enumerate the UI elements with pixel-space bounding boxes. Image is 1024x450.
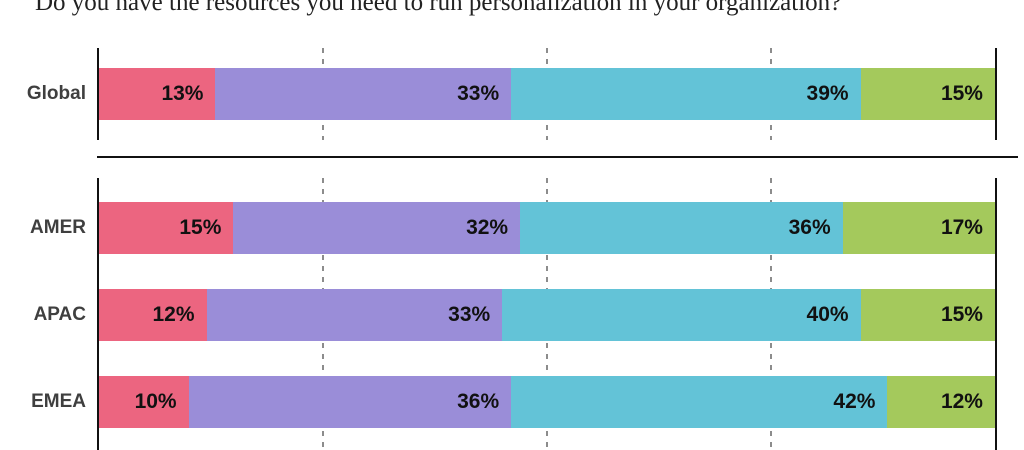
row-label-emea: EMEA xyxy=(31,391,86,412)
segment-value-label: 15% xyxy=(940,82,983,105)
segment-value-label: 12% xyxy=(940,390,983,413)
bar-emea-segment-1-pink: 10% xyxy=(99,376,189,428)
bar-global-segment-2-purple: 33% xyxy=(215,68,512,120)
bar-amer-segment-2-purple: 32% xyxy=(233,202,521,254)
row-label-amer: AMER xyxy=(30,217,86,238)
segment-value-label: 13% xyxy=(161,82,204,105)
chart-title: Do you have the resources you need to ru… xyxy=(35,0,842,16)
row-label-global: Global xyxy=(26,83,86,104)
bar-apac-segment-3-teal: 40% xyxy=(502,289,861,341)
bar-apac-segment-1-pink: 12% xyxy=(99,289,207,341)
segment-value-label: 10% xyxy=(134,390,177,413)
segment-value-label: 15% xyxy=(179,216,222,239)
segment-value-label: 36% xyxy=(788,216,831,239)
segment-value-label: 32% xyxy=(466,216,509,239)
bar-apac: 12% 33% 40% 15% xyxy=(99,289,995,341)
bar-emea-segment-3-teal: 42% xyxy=(511,376,888,428)
bar-emea-segment-2-purple: 36% xyxy=(188,376,512,428)
segment-value-label: 12% xyxy=(152,303,195,326)
bar-global: 13% 33% 39% 15% xyxy=(99,68,995,120)
segment-value-label: 40% xyxy=(806,303,849,326)
regions-plot-area: 15% 32% 36% 17% 12% 33% 40% 15% 10% 36% 42% 12% xyxy=(97,178,997,450)
section-divider xyxy=(97,156,1018,158)
segment-value-label: 42% xyxy=(833,390,876,413)
segment-value-label: 15% xyxy=(940,303,983,326)
segment-value-label: 36% xyxy=(457,390,500,413)
bar-emea-segment-4-green: 12% xyxy=(887,376,995,428)
row-label-apac: APAC xyxy=(33,304,86,325)
bar-emea: 10% 36% 42% 12% xyxy=(99,376,995,428)
segment-value-label: 33% xyxy=(457,82,500,105)
bar-apac-segment-2-purple: 33% xyxy=(206,289,503,341)
bar-amer-segment-4-green: 17% xyxy=(842,202,995,254)
bar-global-segment-4-green: 15% xyxy=(860,68,995,120)
bar-global-segment-3-teal: 39% xyxy=(511,68,861,120)
bar-amer-segment-1-pink: 15% xyxy=(99,202,234,254)
bar-amer: 15% 32% 36% 17% xyxy=(99,202,995,254)
segment-value-label: 33% xyxy=(448,303,491,326)
segment-value-label: 39% xyxy=(806,82,849,105)
bar-apac-segment-4-green: 15% xyxy=(860,289,995,341)
global-plot-area: 13% 33% 39% 15% xyxy=(97,48,997,140)
bar-amer-segment-3-teal: 36% xyxy=(520,202,843,254)
bar-global-segment-1-pink: 13% xyxy=(99,68,216,120)
segment-value-label: 17% xyxy=(940,216,983,239)
